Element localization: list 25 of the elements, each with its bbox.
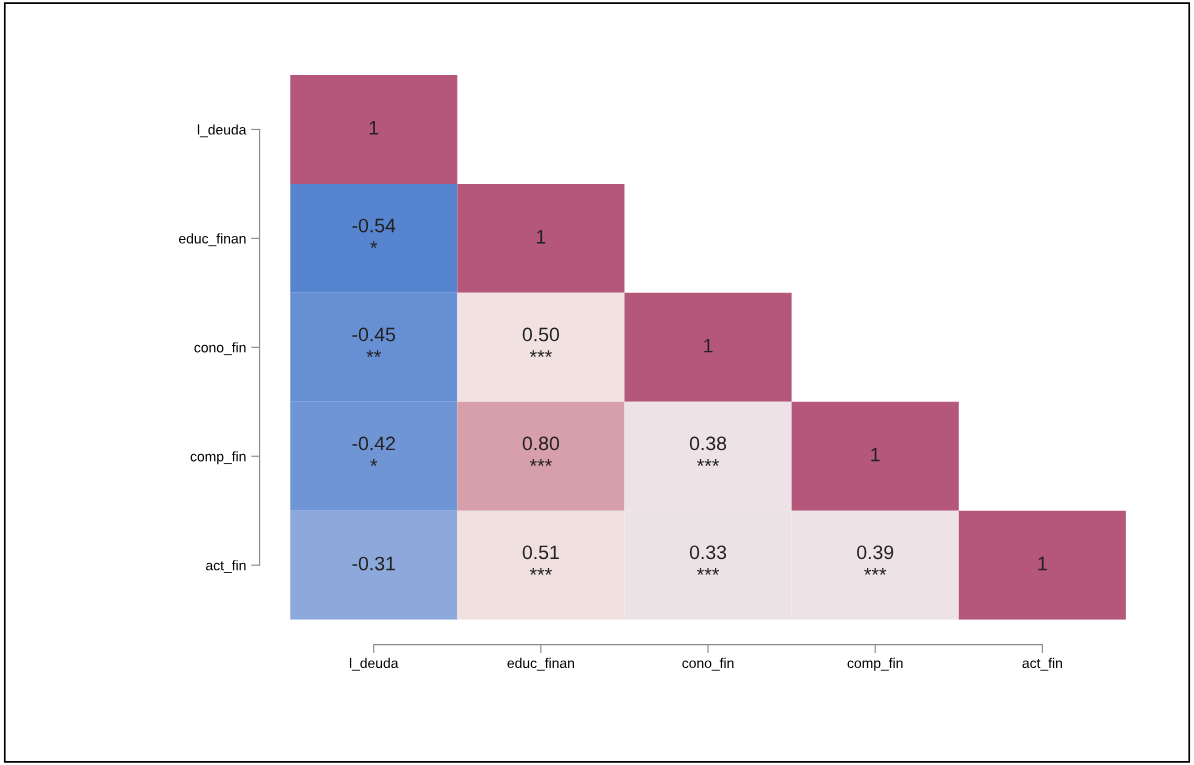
data-label: 0.50 *** xyxy=(522,327,560,357)
data-label: 0.38 *** xyxy=(689,436,727,466)
data-label: -0.31 xyxy=(352,556,395,571)
x-tick-label: comp_fin xyxy=(847,657,903,671)
data-label: 1 xyxy=(1038,556,1047,571)
data-label: 1 xyxy=(536,230,546,244)
data-label: 1 xyxy=(704,338,713,353)
y-tick-label: comp_fin xyxy=(190,451,246,465)
x-tick-label: act_fin xyxy=(1022,657,1062,671)
x-tick-label: l_deuda xyxy=(349,657,399,671)
data-label: 0.33 *** xyxy=(689,545,727,575)
data-label: 1 xyxy=(369,121,379,135)
y-tick-label: educ_finan xyxy=(179,233,246,247)
x-tick-label: cono_fin xyxy=(682,657,734,671)
data-label: 0.51 *** xyxy=(522,545,559,575)
data-label: -0.45 ** xyxy=(352,327,396,357)
y-tick-label: cono_fin xyxy=(194,342,246,356)
data-label: 1 xyxy=(871,447,880,462)
x-tick-label: educ_finan xyxy=(507,657,574,671)
data-label: 0.80 *** xyxy=(522,436,560,466)
y-tick-label: act_fin xyxy=(206,560,246,573)
data-label: -0.54 * xyxy=(352,218,396,249)
data-label: -0.42 * xyxy=(352,436,395,466)
data-label: 0.39 *** xyxy=(857,545,894,575)
y-tick-label: l_deuda xyxy=(197,124,247,138)
